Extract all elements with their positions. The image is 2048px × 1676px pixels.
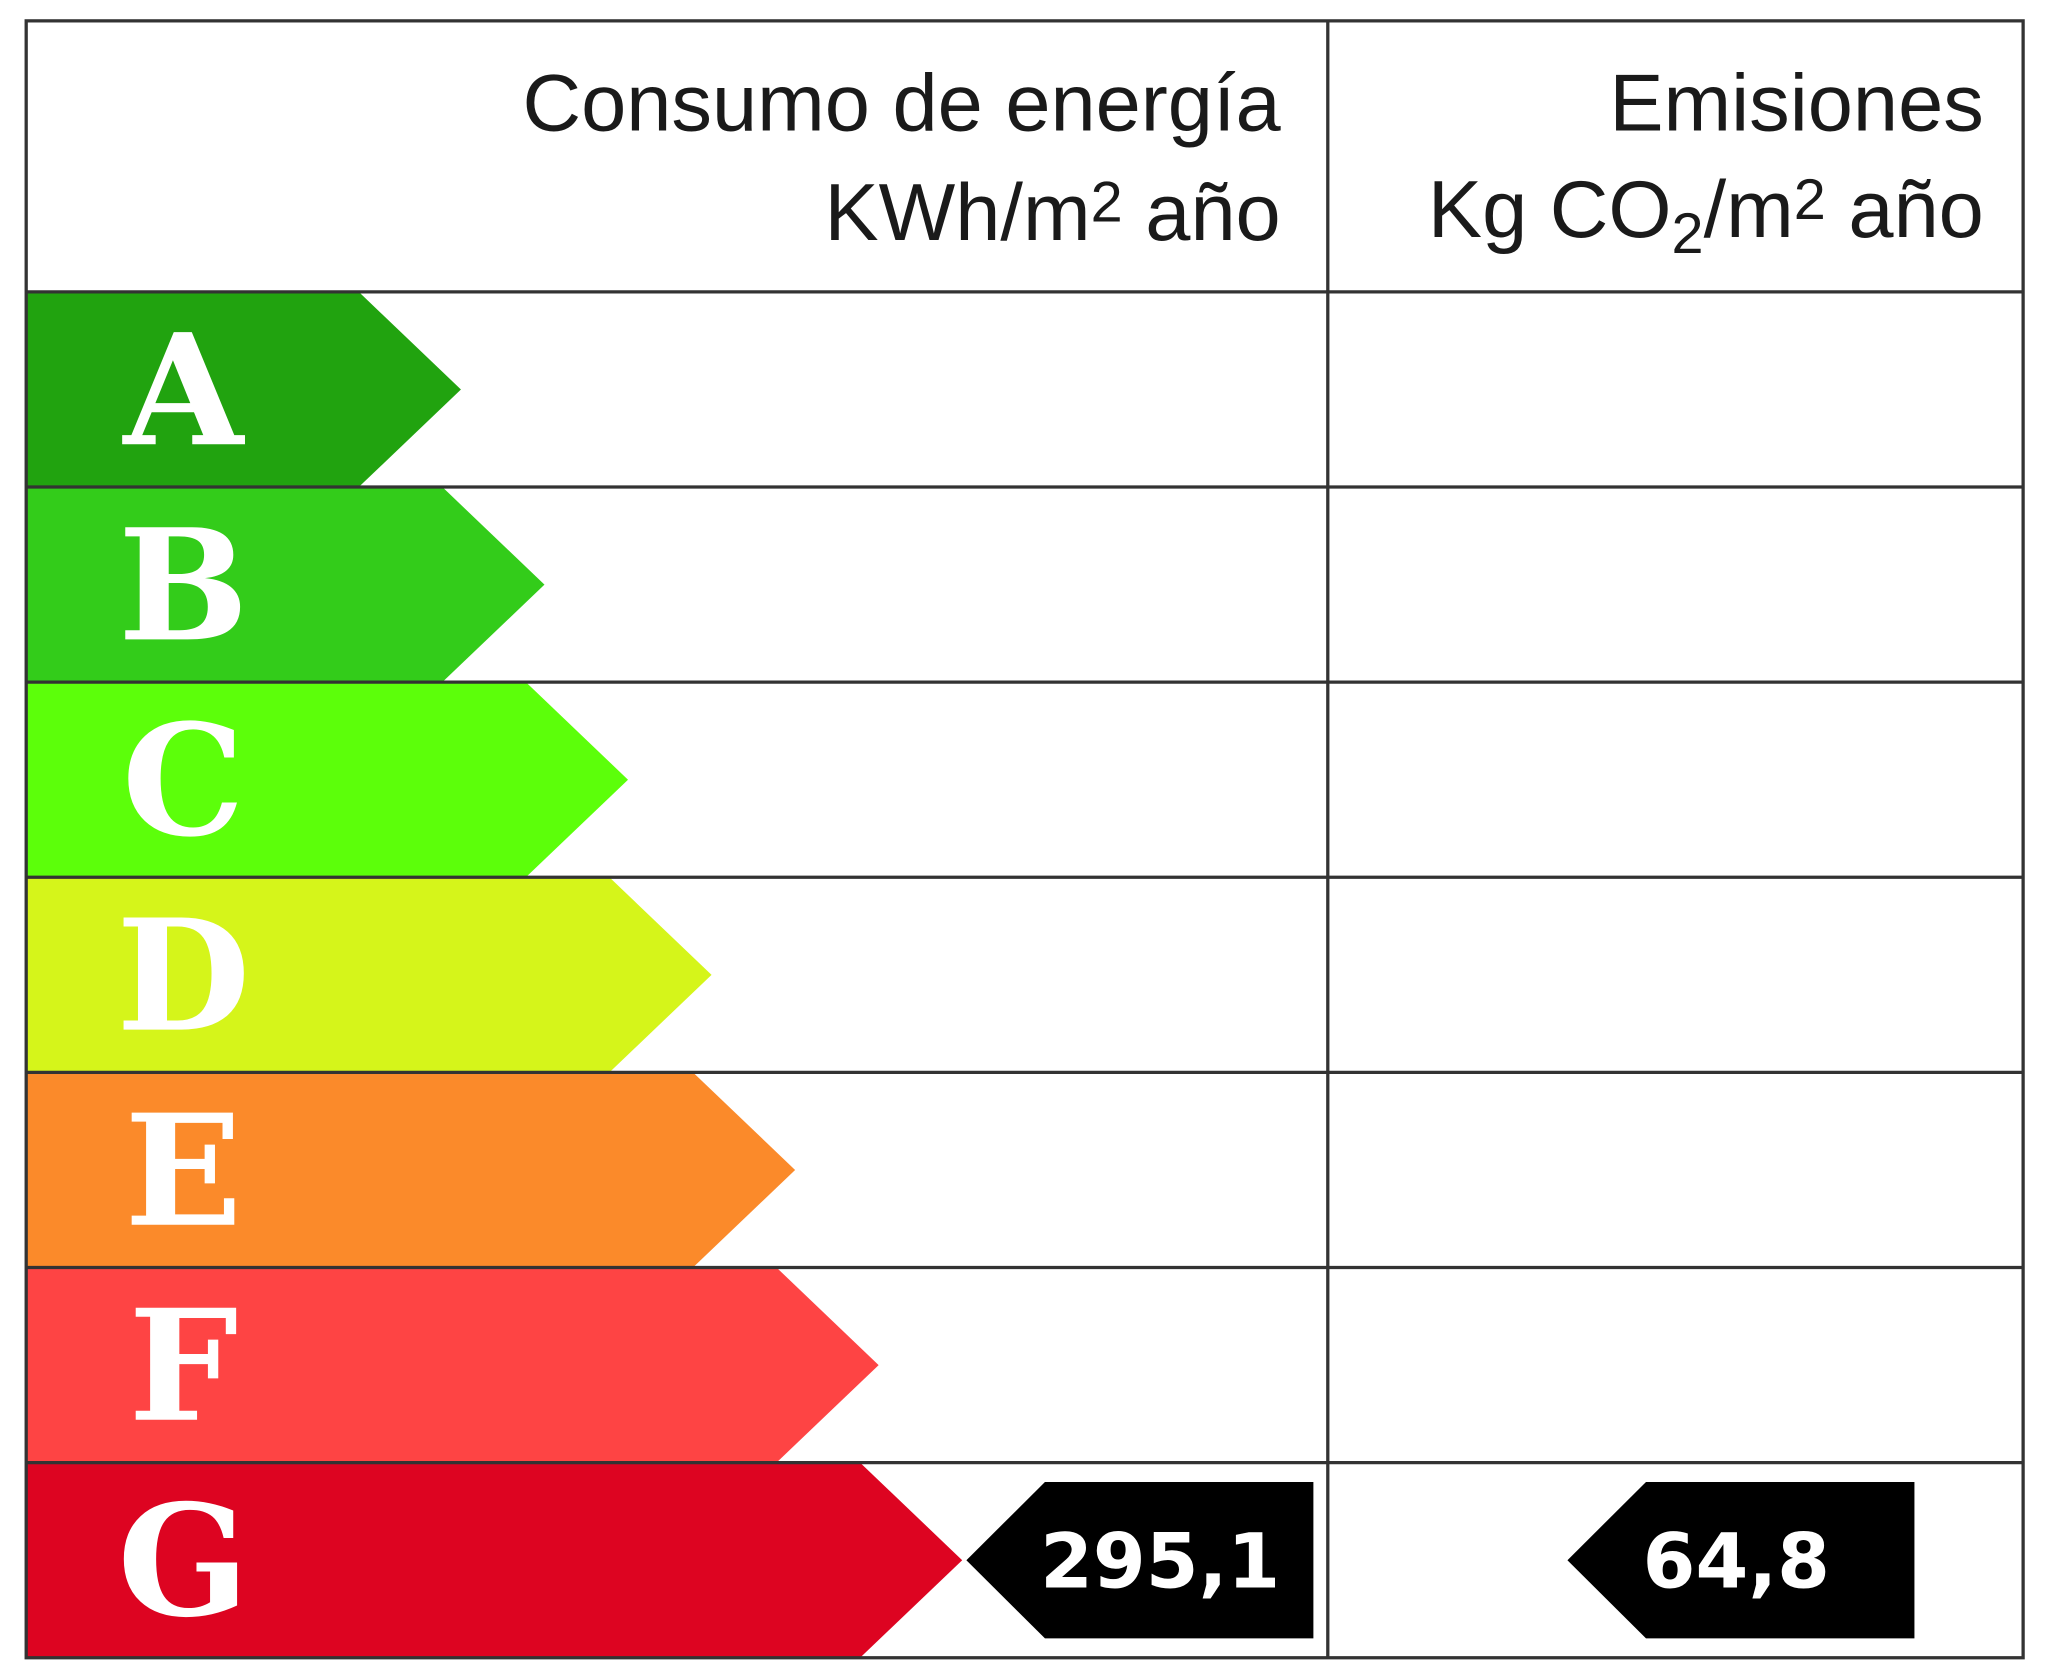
unit-part: Kg CO: [1428, 165, 1672, 255]
unit-sub: 2: [1672, 202, 1704, 266]
rating-arrow: [26, 487, 545, 683]
rating-letter: A: [121, 301, 245, 482]
rating-arrow: [26, 1072, 796, 1268]
rating-letter: G: [117, 1471, 249, 1652]
rating-arrow: [26, 291, 461, 488]
unit-part: KWh/m: [825, 168, 1091, 258]
unit-part: año: [1123, 168, 1281, 258]
rating-letter: D: [116, 886, 250, 1067]
rating-arrow: [26, 1267, 879, 1463]
energy-unit: KWh/m2 año: [825, 168, 1281, 258]
unit-part: año: [1826, 165, 1984, 255]
unit-sup: 2: [1794, 168, 1826, 232]
indicator-value: 295,1: [1040, 1518, 1280, 1606]
emissions-title: Emisiones: [1609, 58, 1983, 148]
rating-letter: C: [122, 691, 245, 872]
unit-sup: 2: [1091, 171, 1123, 235]
indicator-arrow: [966, 1481, 1314, 1639]
rating-letter: B: [118, 496, 249, 677]
indicator-value: 64,8: [1643, 1518, 1830, 1606]
indicator-arrow: [1567, 1481, 1915, 1639]
rating-letter: F: [128, 1276, 238, 1457]
energy-title: Consumo de energía: [523, 58, 1282, 148]
rating-arrow: [26, 877, 712, 1073]
rating-arrow: [26, 682, 629, 878]
outer-border: [24, 19, 2025, 1660]
rating-letter: E: [124, 1081, 242, 1262]
unit-part: /m: [1704, 165, 1794, 255]
rating-arrow: [26, 1462, 963, 1658]
emissions-unit: Kg CO2/m2 año: [1428, 165, 1984, 265]
